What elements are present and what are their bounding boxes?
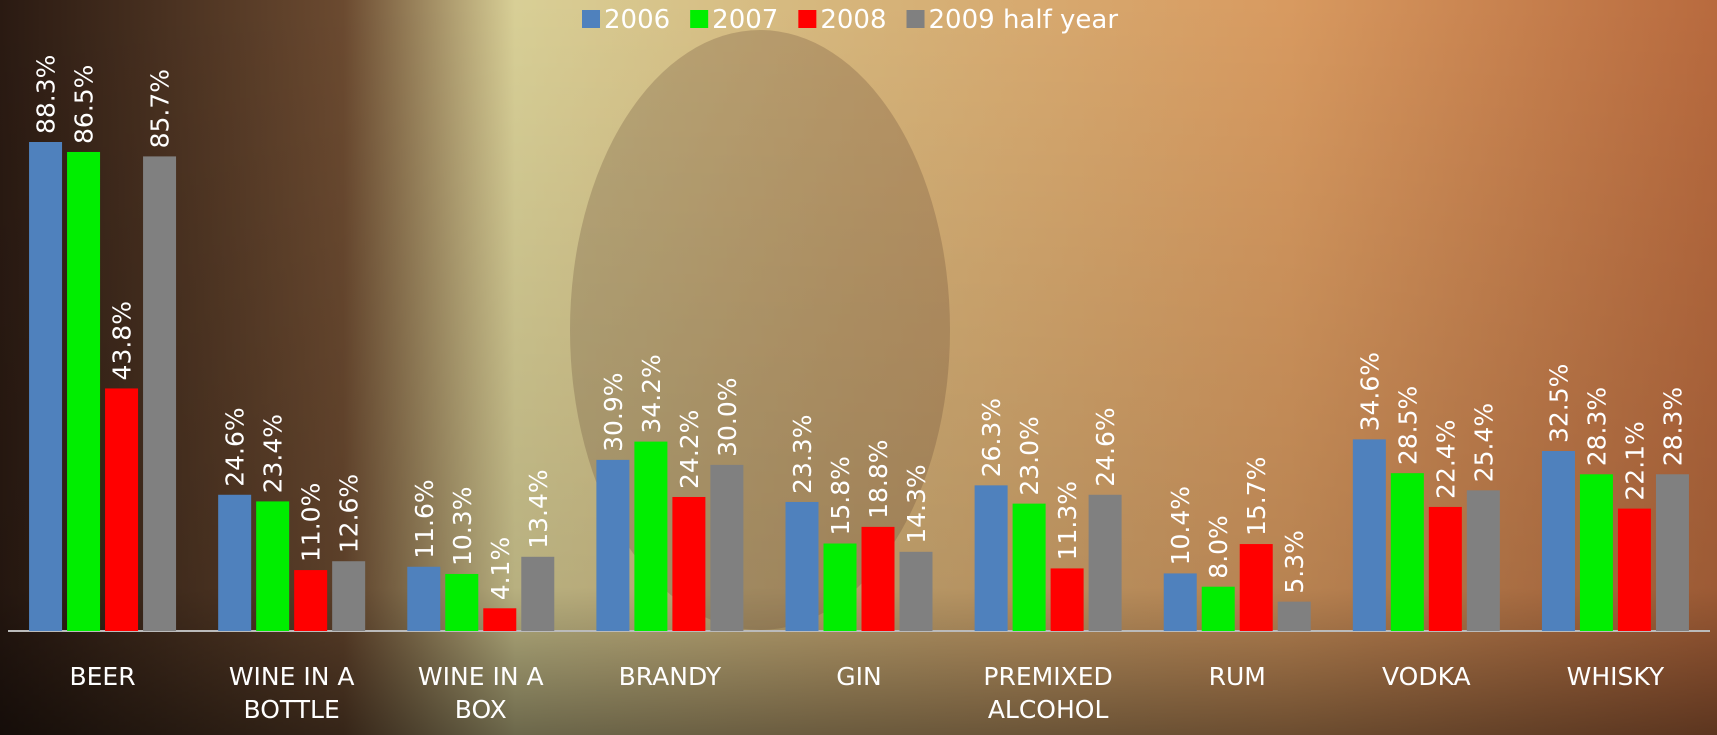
data-label: 23.4% <box>259 414 288 493</box>
bar <box>785 501 819 631</box>
data-label: 25.4% <box>1469 403 1498 482</box>
legend-label: 2007 <box>712 5 778 35</box>
data-label: 4.1% <box>486 537 515 601</box>
bar <box>1050 568 1084 631</box>
data-label: 15.7% <box>1242 457 1271 536</box>
data-label: 11.0% <box>297 483 326 562</box>
legend-swatch <box>798 10 817 28</box>
data-label: 85.7% <box>146 69 175 148</box>
data-label: 86.5% <box>70 65 99 144</box>
data-label: 23.0% <box>1015 416 1044 495</box>
data-label: 26.3% <box>977 398 1006 477</box>
data-label: 34.6% <box>1355 352 1384 431</box>
bar <box>1655 474 1689 631</box>
data-label: 8.0% <box>1204 515 1233 579</box>
x-tick-label: WHISKY <box>1566 662 1665 691</box>
data-label: 18.8% <box>864 439 893 518</box>
legend-label: 2009 half year <box>929 5 1119 35</box>
bar <box>1352 439 1386 631</box>
data-label: 24.2% <box>675 410 704 489</box>
data-label: 10.3% <box>448 487 477 566</box>
bar <box>1201 586 1235 631</box>
data-label: 10.4% <box>1166 486 1195 565</box>
x-tick-label: VODKA <box>1382 662 1471 691</box>
data-label: 23.3% <box>788 415 817 494</box>
legend-swatch <box>906 10 925 28</box>
bar <box>218 494 252 631</box>
x-tick-label-box: GIN <box>836 662 882 691</box>
data-label: 43.8% <box>108 301 137 380</box>
data-label: 32.5% <box>1544 364 1573 443</box>
bar <box>1012 503 1046 631</box>
bar <box>1163 573 1197 631</box>
data-label: 14.3% <box>902 464 931 543</box>
data-label: 30.9% <box>599 372 628 451</box>
data-label: 5.3% <box>1280 530 1309 594</box>
data-label: 11.3% <box>1053 481 1082 560</box>
data-label: 12.6% <box>335 474 364 553</box>
x-tick-label: GIN <box>836 662 882 691</box>
x-tick-label-box: BEER <box>69 662 136 691</box>
bar <box>407 566 441 631</box>
bar <box>710 464 744 631</box>
bar <box>445 573 479 631</box>
bar <box>1541 451 1575 631</box>
x-tick-label-box: RUM <box>1208 662 1266 691</box>
data-label: 13.4% <box>524 469 553 548</box>
bar <box>1579 474 1613 631</box>
bar <box>672 496 706 631</box>
bar <box>483 608 517 631</box>
bar <box>1390 473 1424 631</box>
x-tick-label: WINE IN A BOTTLE <box>228 662 355 724</box>
data-label: 11.6% <box>410 479 439 558</box>
x-tick-label-box: BRANDY <box>618 662 722 691</box>
legend-label: 2006 <box>604 5 670 35</box>
data-label: 34.2% <box>637 354 666 433</box>
bar <box>143 156 177 632</box>
bar <box>861 526 895 631</box>
legend-label: 2008 <box>820 5 886 35</box>
bar <box>1617 508 1651 631</box>
x-tick-label: PREMIXED ALCOHOL <box>983 662 1113 724</box>
x-tick-label: RUM <box>1208 662 1266 691</box>
legend-swatch <box>582 10 600 28</box>
bar <box>105 388 139 631</box>
bar <box>974 485 1008 631</box>
legend-swatch <box>690 10 709 28</box>
bar <box>823 543 857 631</box>
bar <box>1088 494 1122 631</box>
x-tick-label-box: WHISKY <box>1566 662 1665 691</box>
data-label: 24.6% <box>221 407 250 486</box>
bar <box>1239 544 1273 631</box>
bar <box>29 142 63 631</box>
bar <box>332 561 366 631</box>
x-tick-label: WINE IN A BOX <box>417 662 544 724</box>
bar <box>899 551 933 631</box>
bar <box>1466 490 1500 631</box>
data-label: 24.6% <box>1091 407 1120 486</box>
x-tick-label: BRANDY <box>618 662 722 691</box>
data-label: 22.4% <box>1431 420 1460 499</box>
x-tick-label-box: WINE IN A BOX <box>417 662 544 724</box>
bar <box>256 501 290 631</box>
bar <box>521 556 555 631</box>
data-label: 28.3% <box>1658 387 1687 466</box>
data-label: 28.3% <box>1582 387 1611 466</box>
bar <box>1277 601 1311 631</box>
x-tick-label-box: VODKA <box>1382 662 1471 691</box>
bar <box>294 570 328 631</box>
data-label: 30.0% <box>713 377 742 456</box>
bar <box>634 441 668 631</box>
bar <box>67 151 101 631</box>
bar <box>1428 506 1462 631</box>
data-label: 15.8% <box>826 456 855 535</box>
data-label: 28.5% <box>1393 386 1422 465</box>
x-tick-label-box: PREMIXED ALCOHOL <box>983 662 1113 724</box>
x-tick-label: BEER <box>69 662 136 691</box>
bar <box>596 459 630 631</box>
x-tick-label-box: WINE IN A BOTTLE <box>228 662 355 724</box>
data-label: 88.3% <box>32 55 61 134</box>
data-label: 22.1% <box>1620 421 1649 500</box>
